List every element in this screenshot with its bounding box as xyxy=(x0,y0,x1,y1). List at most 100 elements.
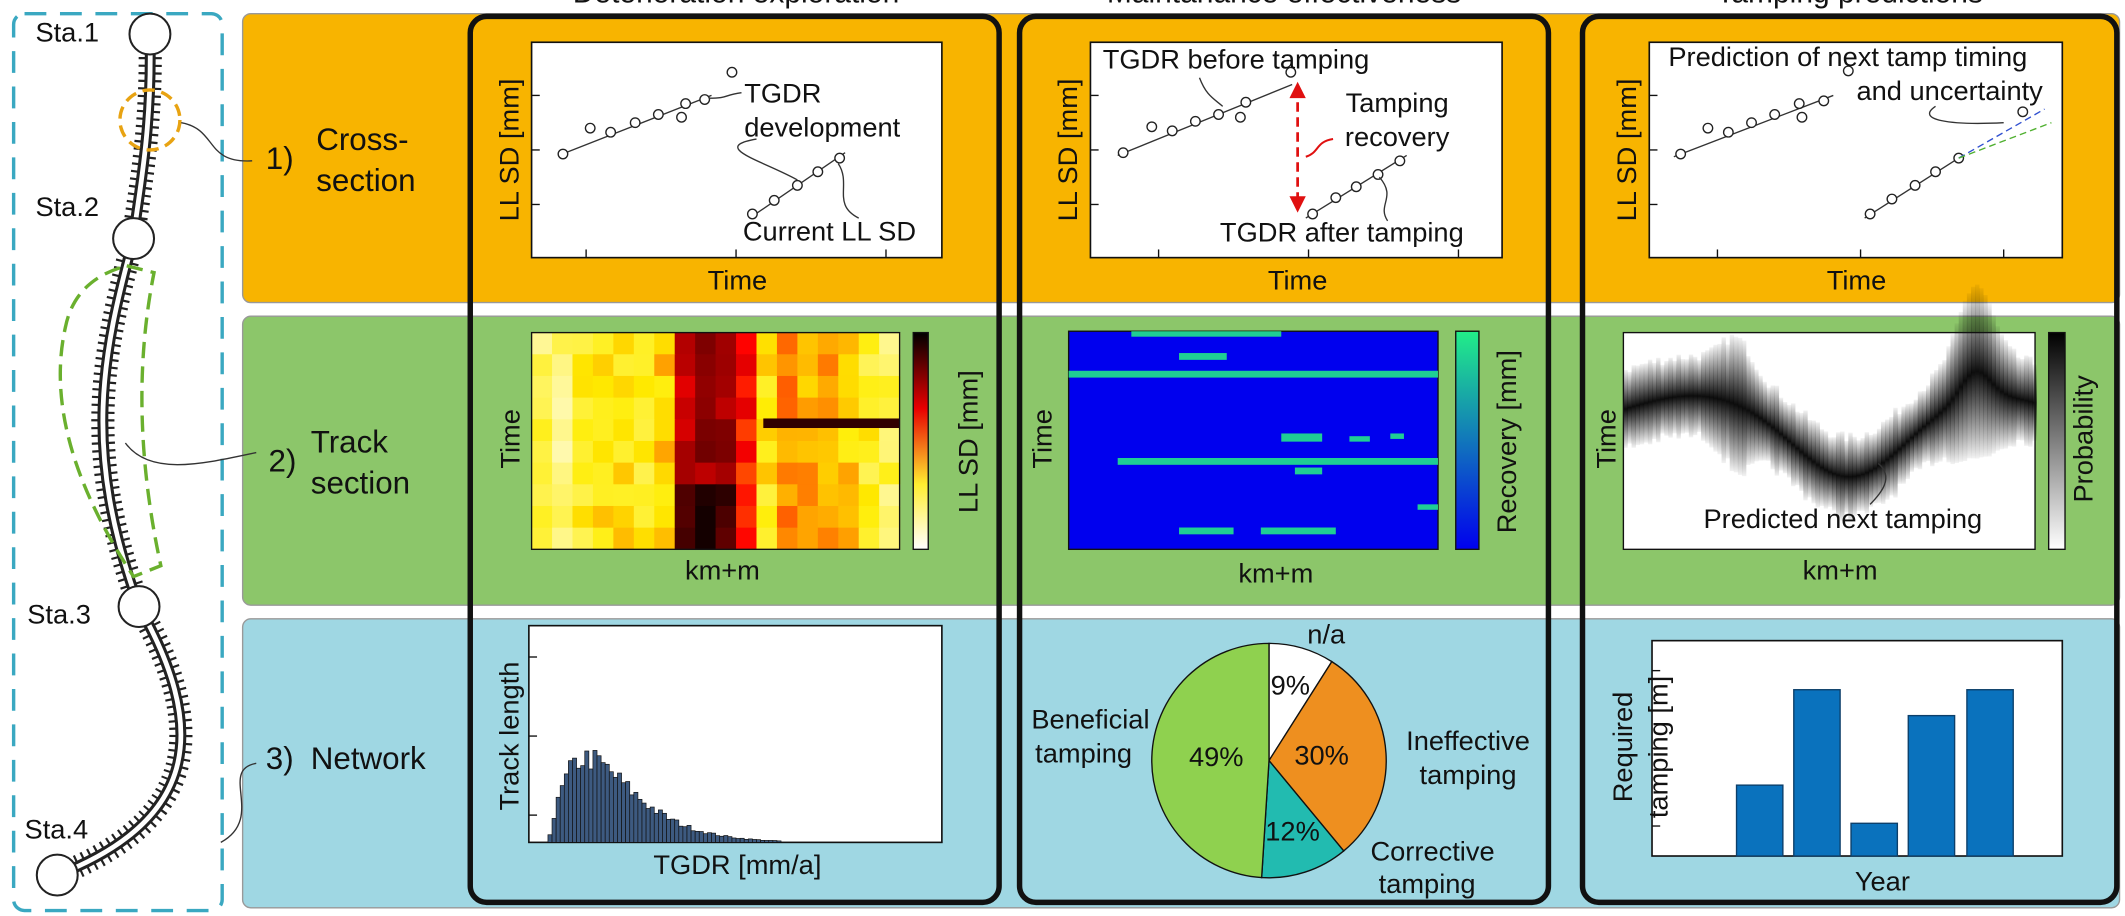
heat-cell xyxy=(756,484,778,507)
histogram-bar xyxy=(588,768,594,843)
g xyxy=(531,332,901,551)
heat-cell xyxy=(674,332,696,355)
heat-cell xyxy=(756,354,778,377)
heat-cell xyxy=(736,419,758,442)
histogram-bar xyxy=(715,835,721,843)
point xyxy=(1307,208,1319,220)
point xyxy=(1746,117,1757,129)
axes xyxy=(1648,41,2064,259)
heat-cell xyxy=(592,505,615,529)
probability-band xyxy=(1762,381,1767,461)
histogram-bar xyxy=(747,838,753,843)
probability-band xyxy=(1819,429,1825,506)
column-frame xyxy=(1016,13,1552,906)
heat-cell xyxy=(756,440,778,464)
heat-cell xyxy=(654,484,676,507)
probability-band xyxy=(1643,363,1649,443)
label: tamping xyxy=(1420,759,1517,790)
probability-band xyxy=(1660,364,1665,434)
heat-cell xyxy=(715,419,737,442)
heat-cell xyxy=(572,484,594,507)
point xyxy=(676,111,687,123)
label: Sta.2 xyxy=(35,191,99,222)
heat-cell xyxy=(756,375,778,399)
probability-band xyxy=(1868,434,1874,507)
g: 9% 30% 12% 49% xyxy=(1151,642,1387,879)
probability-band xyxy=(1925,385,1931,462)
heat-cell xyxy=(776,440,799,464)
histogram-bar xyxy=(568,760,573,843)
heat-cell xyxy=(763,418,900,429)
heat-cell xyxy=(613,505,635,529)
point xyxy=(1864,208,1876,220)
heat-cell xyxy=(592,484,615,507)
pie-label: 49% xyxy=(1189,741,1244,772)
probability-band xyxy=(1778,397,1784,471)
histogram-bar xyxy=(592,750,598,843)
probability-band xyxy=(2003,340,2009,449)
recovery-streak xyxy=(1131,331,1282,337)
connector xyxy=(124,442,257,466)
probability-band xyxy=(1893,407,1898,498)
heat-cell xyxy=(817,332,839,355)
histogram-bar xyxy=(698,831,704,843)
label: LL SD [mm] xyxy=(1611,79,1642,222)
label: n/a xyxy=(1307,619,1346,650)
probability-band xyxy=(1733,336,1739,473)
heat-cell xyxy=(552,375,574,399)
probability-band xyxy=(1680,359,1686,434)
heat-cell xyxy=(858,354,880,377)
heat-cell xyxy=(613,440,635,464)
heat-cell xyxy=(674,375,696,399)
heat-cell xyxy=(797,375,819,399)
label: Sta.1 xyxy=(35,16,99,47)
point xyxy=(746,208,758,220)
heat-cell xyxy=(592,354,615,377)
heat-cell xyxy=(797,484,819,507)
heat-cell xyxy=(776,505,799,529)
heat-cell xyxy=(797,397,819,420)
probability-band xyxy=(1791,403,1796,487)
histogram-bar xyxy=(600,762,606,843)
probability-band xyxy=(1921,391,1927,463)
recovery-streak xyxy=(1117,458,1439,465)
heat-cell xyxy=(654,397,676,420)
station xyxy=(117,585,161,629)
heat-cell xyxy=(552,527,574,551)
heat-cell xyxy=(879,375,901,399)
heat-cell xyxy=(736,527,758,551)
histogram-bar xyxy=(621,782,626,843)
heat-cell xyxy=(592,332,615,355)
probability-band xyxy=(1897,414,1902,484)
histogram-bar xyxy=(645,808,651,843)
label: Time xyxy=(1026,409,1057,469)
heat-cell xyxy=(817,484,839,507)
heat-cell xyxy=(572,332,594,355)
label: Prediction of next tamp timing xyxy=(1668,41,2027,72)
histogram-bar xyxy=(719,835,725,843)
recovery-streak xyxy=(1068,370,1439,378)
heat-cell xyxy=(695,332,717,355)
label: 3) xyxy=(266,741,294,776)
heat-cell xyxy=(572,354,594,377)
probability-band xyxy=(1721,337,1726,464)
heat-cell xyxy=(879,462,901,485)
heat-cell xyxy=(531,397,553,420)
point xyxy=(1189,115,1201,127)
label: section xyxy=(311,466,410,501)
label: TGDR after tamping xyxy=(1220,217,1464,248)
heat-cell xyxy=(797,332,819,355)
label: TGDR [mm/a] xyxy=(653,849,821,880)
heat-cell xyxy=(572,440,594,464)
probability-band xyxy=(1664,361,1669,436)
heat-cell xyxy=(613,354,635,377)
heat-cell xyxy=(858,505,880,529)
label: recovery xyxy=(1345,121,1450,152)
probability-band xyxy=(1803,410,1808,501)
probability-band xyxy=(1623,369,1628,448)
probability-band xyxy=(2007,346,2013,447)
heat-cell xyxy=(879,505,901,529)
histogram-bar xyxy=(658,809,663,843)
heat-cell xyxy=(797,527,819,551)
